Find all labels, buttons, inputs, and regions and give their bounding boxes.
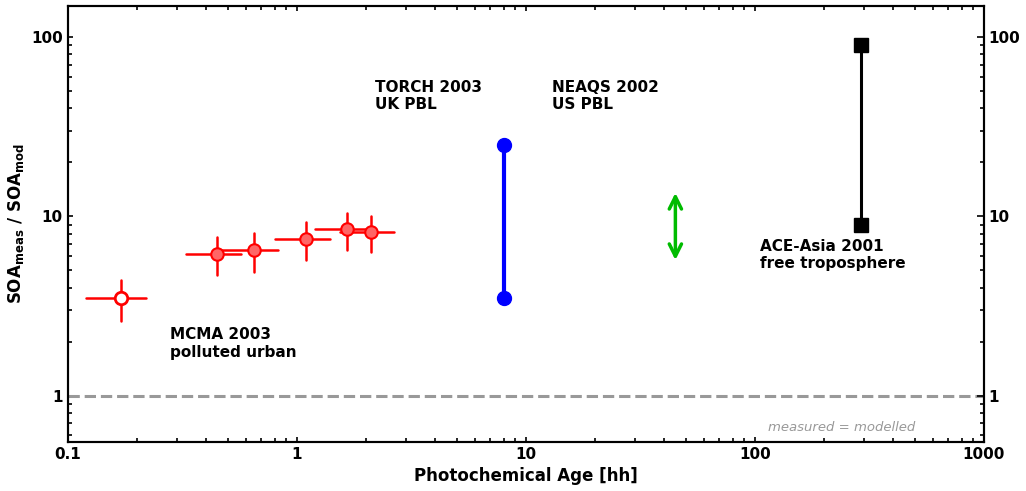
Y-axis label: SOA$_\mathregular{meas}$ / SOA$_\mathregular{mod}$: SOA$_\mathregular{meas}$ / SOA$_\mathreg… — [5, 143, 26, 304]
Text: ACE-Asia 2001
free troposphere: ACE-Asia 2001 free troposphere — [759, 239, 905, 271]
Text: measured = modelled: measured = modelled — [767, 421, 915, 434]
Text: NEAQS 2002
US PBL: NEAQS 2002 US PBL — [552, 80, 659, 112]
X-axis label: Photochemical Age [hh]: Photochemical Age [hh] — [413, 467, 637, 486]
Text: TORCH 2003
UK PBL: TORCH 2003 UK PBL — [376, 80, 482, 112]
Text: MCMA 2003
polluted urban: MCMA 2003 polluted urban — [170, 327, 297, 360]
